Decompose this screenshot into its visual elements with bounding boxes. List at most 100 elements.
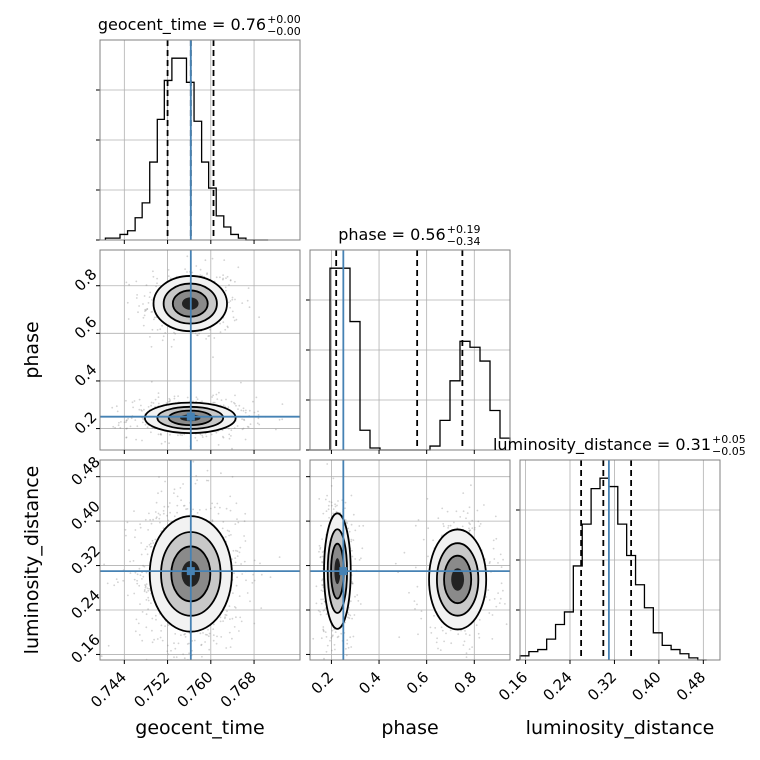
- panel-frame: [309, 249, 511, 451]
- sample-point: [463, 640, 466, 643]
- contour-1-1: [436, 542, 480, 617]
- sample-point: [136, 294, 139, 296]
- sample-point: [243, 418, 245, 421]
- sample-point: [160, 624, 163, 627]
- sample-point: [449, 524, 452, 527]
- sample-point: [337, 635, 340, 638]
- sample-point: [315, 602, 318, 605]
- sample-point: [155, 501, 158, 504]
- sample-point: [324, 607, 327, 609]
- sample-point: [351, 582, 354, 585]
- sample-point: [462, 510, 465, 513]
- sample-point: [143, 589, 146, 591]
- sample-point: [358, 525, 361, 527]
- sample-point: [327, 504, 330, 507]
- sample-point: [222, 321, 225, 324]
- sample-point: [196, 512, 199, 514]
- sample-point: [420, 617, 423, 620]
- sample-point: [322, 630, 325, 633]
- sample-point: [115, 578, 118, 581]
- panel-content: [100, 460, 300, 660]
- sample-point: [321, 551, 324, 553]
- sample-point: [459, 516, 462, 518]
- sample-point: [228, 605, 231, 607]
- sample-point: [147, 608, 150, 611]
- sample-point: [145, 613, 148, 616]
- sample-point: [174, 647, 177, 650]
- density-fill-1-3: [451, 568, 465, 591]
- sample-point: [146, 426, 149, 429]
- sample-point: [275, 428, 277, 431]
- sample-point: [253, 559, 256, 562]
- sample-point: [184, 636, 187, 638]
- sample-point: [326, 463, 329, 465]
- sample-point: [135, 297, 138, 299]
- sample-point: [225, 398, 227, 401]
- panel-title-luminosity_distance: luminosity_distance = 0.31: [493, 435, 711, 455]
- sample-point: [502, 589, 504, 592]
- sample-point: [140, 553, 143, 556]
- sample-point: [150, 345, 153, 348]
- x-axis-label-phase: phase: [381, 717, 438, 739]
- sample-point: [240, 620, 243, 623]
- sample-point: [229, 618, 231, 620]
- sample-point: [213, 337, 216, 339]
- sample-point: [500, 566, 503, 568]
- sample-point: [237, 266, 240, 269]
- sample-point: [156, 277, 159, 280]
- sample-point: [222, 278, 224, 281]
- sample-point: [215, 276, 218, 279]
- sample-point: [414, 566, 417, 569]
- truth-marker: [186, 412, 195, 421]
- sample-point: [144, 423, 147, 426]
- sample-point: [325, 510, 328, 512]
- sample-point: [471, 519, 474, 522]
- sample-point: [473, 528, 476, 531]
- sample-point: [196, 398, 199, 401]
- sample-point: [224, 616, 227, 618]
- sample-point: [161, 324, 164, 327]
- sample-point: [155, 517, 158, 520]
- sample-point: [243, 520, 246, 523]
- sample-point: [186, 643, 189, 645]
- y-tick-label-luminosity_distance: 0.16: [67, 631, 103, 667]
- sample-point: [103, 563, 105, 566]
- sample-point: [243, 535, 246, 537]
- sample-point: [227, 406, 230, 409]
- sample-point: [228, 530, 231, 533]
- title-plus-luminosity_distance: +0.05: [712, 433, 746, 446]
- sample-point: [234, 280, 236, 283]
- histogram-geocent_time: [104, 57, 269, 241]
- sample-point: [198, 332, 201, 335]
- sample-point: [117, 424, 120, 427]
- sample-point: [225, 614, 228, 617]
- sample-point: [206, 469, 209, 472]
- sample-point: [233, 319, 236, 322]
- sample-point: [468, 522, 470, 524]
- sample-point: [206, 634, 209, 636]
- sample-point: [107, 644, 110, 647]
- sample-point: [142, 316, 145, 319]
- title-minus-luminosity_distance: −0.05: [712, 445, 746, 458]
- sample-point: [154, 614, 157, 617]
- sample-point: [318, 544, 321, 547]
- sample-point: [241, 428, 244, 431]
- sample-point: [143, 590, 146, 593]
- sample-point: [125, 281, 128, 284]
- sample-point: [236, 425, 239, 427]
- sample-point: [352, 539, 355, 541]
- sample-point: [430, 632, 433, 634]
- sample-point: [205, 479, 208, 482]
- sample-point: [320, 602, 323, 605]
- sample-point: [159, 328, 162, 331]
- sample-point: [351, 617, 353, 620]
- sample-point: [281, 418, 284, 421]
- sample-point: [457, 633, 460, 636]
- sample-point: [111, 406, 114, 409]
- sample-point: [186, 396, 189, 399]
- sample-point: [164, 625, 167, 627]
- sample-point: [125, 427, 128, 430]
- sample-point: [225, 507, 228, 510]
- sample-point: [148, 543, 151, 546]
- sample-point: [226, 325, 229, 328]
